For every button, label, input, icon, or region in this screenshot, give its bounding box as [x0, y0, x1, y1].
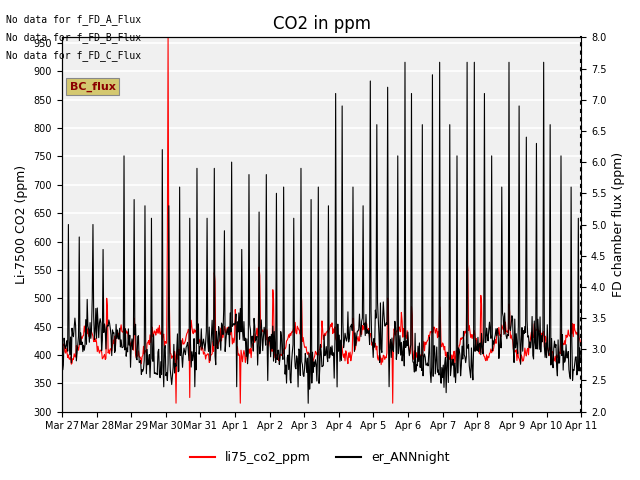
Text: BC_flux: BC_flux [70, 82, 116, 92]
Text: No data for f_FD_B_Flux: No data for f_FD_B_Flux [6, 32, 141, 43]
Text: No data for f_FD_C_Flux: No data for f_FD_C_Flux [6, 50, 141, 61]
Text: No data for f_FD_A_Flux: No data for f_FD_A_Flux [6, 13, 141, 24]
Legend: li75_co2_ppm, er_ANNnight: li75_co2_ppm, er_ANNnight [186, 446, 454, 469]
Y-axis label: FD chamber flux (ppm): FD chamber flux (ppm) [612, 152, 625, 297]
Y-axis label: Li-7500 CO2 (ppm): Li-7500 CO2 (ppm) [15, 165, 28, 284]
Title: CO2 in ppm: CO2 in ppm [273, 15, 371, 33]
